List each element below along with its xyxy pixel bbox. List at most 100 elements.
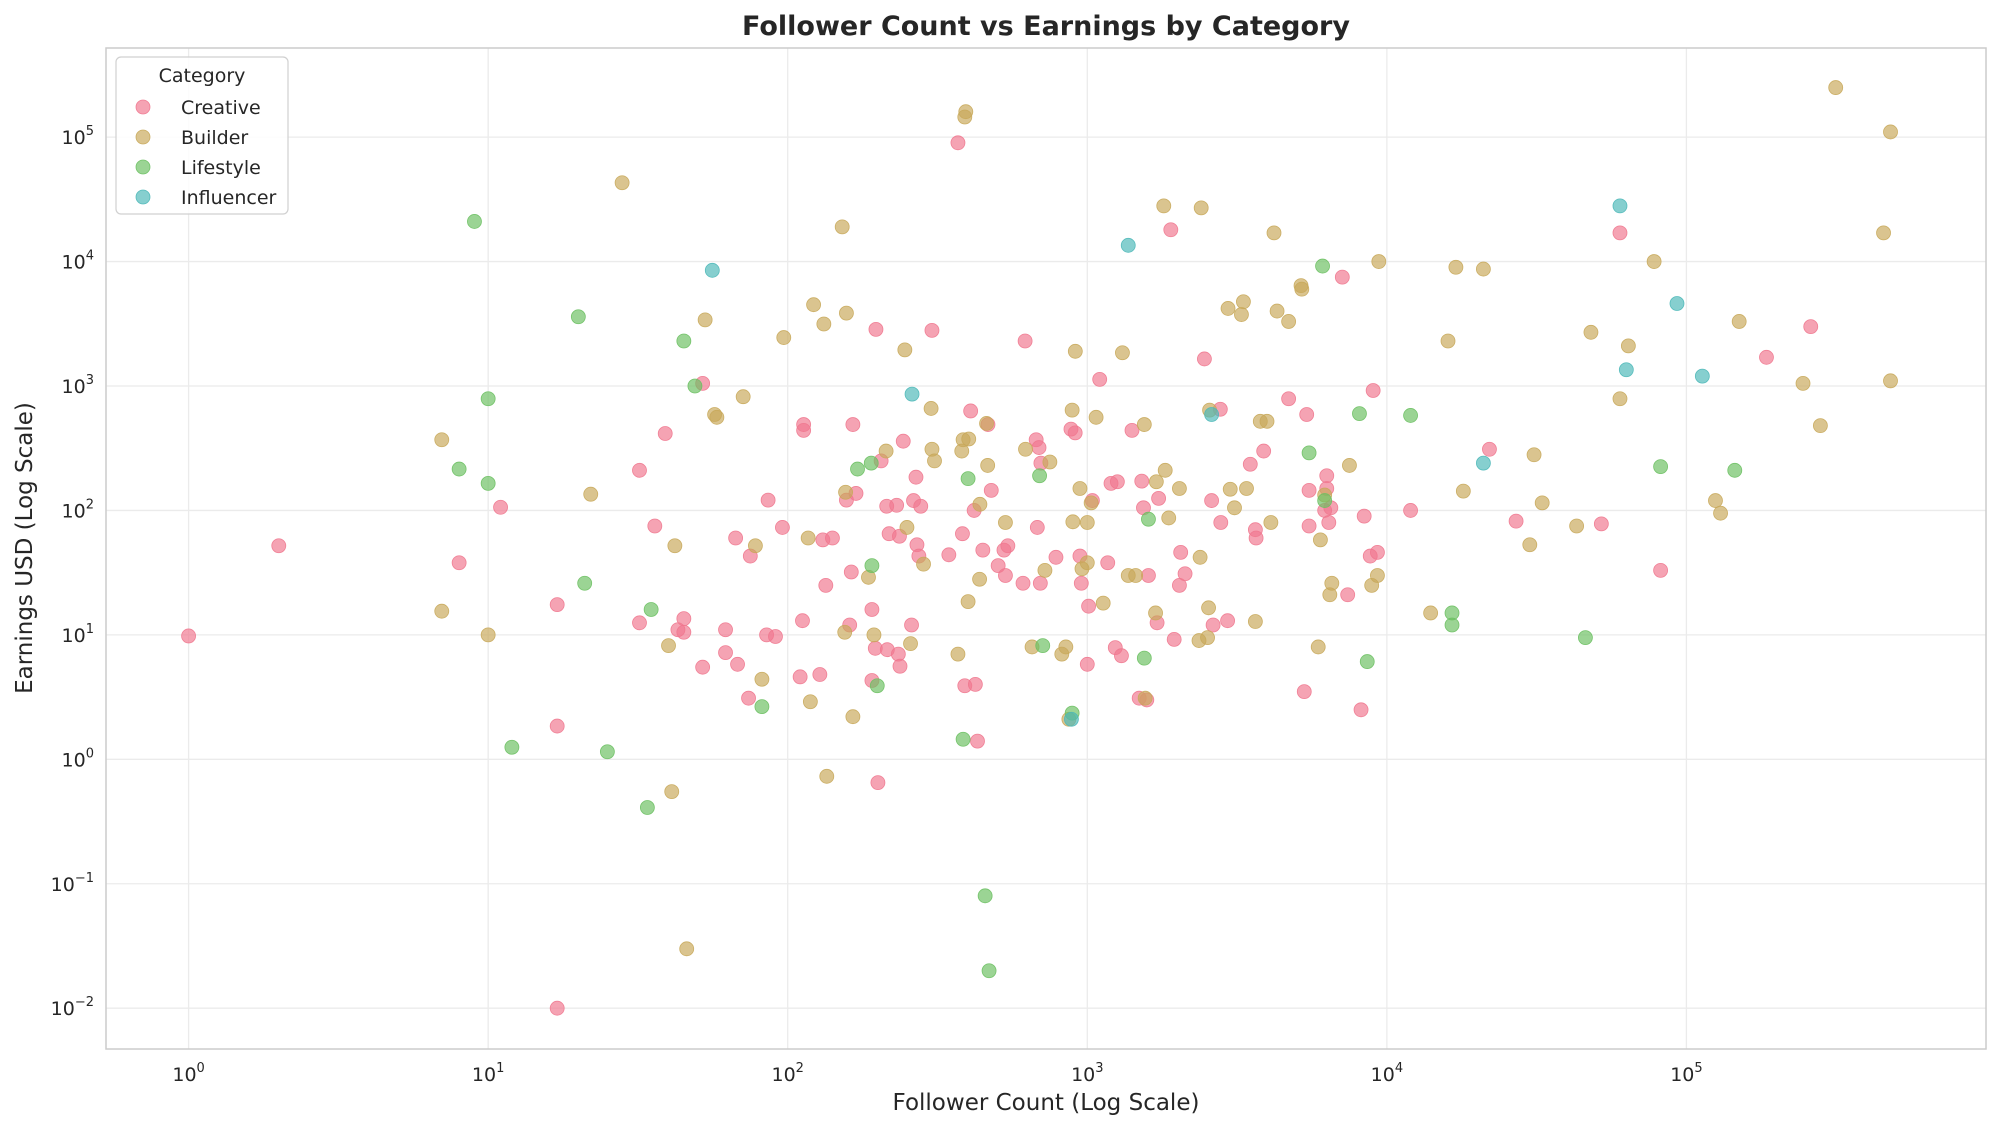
x-axis-label: Follower Count (Log Scale) [893,1090,1200,1116]
y-axis-label: Earnings USD (Log Scale) [12,402,38,694]
lifestyle-point [599,744,615,760]
builder-point [748,538,763,554]
builder-point [1731,314,1747,329]
creative-point [843,564,859,580]
x-tick-label: 103 [1071,1061,1103,1086]
creative-point [1204,493,1220,508]
builder-point [1876,225,1891,241]
builder-point [583,486,599,502]
lifestyle-point [1035,638,1051,653]
lifestyle-point [1578,630,1593,646]
creative-point [1079,656,1095,672]
y-tick-label: 100 [62,746,94,771]
lifestyle-point [1032,468,1047,484]
builder-point [1067,343,1083,359]
lifestyle-point [676,333,692,349]
builder-point [1227,500,1242,516]
builder-point [800,530,816,546]
builder-point [927,453,942,469]
creative-point [1166,631,1182,647]
builder-point [1259,413,1275,429]
builder-point [899,520,915,535]
lifestyle-point [864,558,880,574]
lifestyle-point [1727,462,1743,478]
y-tick-label: 104 [62,249,94,274]
builder-point [1708,493,1723,508]
creative-point [1081,598,1096,614]
builder-point [1156,198,1172,214]
builder-point [1269,303,1285,319]
creative-point [1213,515,1229,530]
lifestyle-point [1317,493,1333,508]
creative-point [728,530,744,546]
x-axis-ticks: 100 101 102 103 104 105 [172,1061,1702,1086]
builder-point [838,484,853,500]
builder-point [1148,605,1163,621]
creative-point [924,322,940,338]
influencer-point [1475,455,1491,471]
builder-point [998,515,1013,530]
builder-point [1294,281,1310,297]
creative-point [941,547,957,563]
builder-point [1222,481,1238,497]
builder-point [1370,568,1385,583]
builder-point [916,556,931,572]
builder-point [679,941,695,957]
creative-point [908,469,924,485]
builder-point [1713,505,1728,521]
creative-point [1301,518,1317,534]
builder-point [1192,549,1208,565]
creative-point [1015,575,1031,591]
builder-point [1018,441,1033,457]
creative-point [271,538,287,554]
legend-title: Category [159,65,246,87]
builder-point [434,432,450,448]
builder-point [1095,595,1111,611]
builder-point [1058,639,1074,655]
creative-point [1141,568,1156,583]
influencer-point [1064,711,1079,727]
builder-point [1440,333,1456,349]
builder-point [845,709,861,725]
creative-point [1299,407,1315,422]
influencer-point [1612,198,1628,214]
creative-point [796,422,812,438]
creative-point [718,645,733,661]
builder-point [980,458,996,473]
builder-point [1079,555,1095,571]
builder-point [1475,261,1491,277]
builder-point [1115,345,1130,361]
creative-point [1134,473,1150,489]
builder-point [837,624,853,640]
creative-point [895,433,911,449]
creative-point [718,622,733,638]
creative-point [795,613,810,629]
creative-point [1067,425,1083,441]
builder-point [1310,639,1326,655]
creative-point [775,520,790,535]
creative-point [647,518,663,534]
creative-point [493,499,508,515]
lifestyle-point [1444,617,1460,633]
lifestyle-point [1653,459,1669,475]
creative-point [730,656,745,672]
data-points [181,80,1898,1016]
lifestyle-point [977,888,993,904]
y-tick-label: 10−1 [51,871,94,896]
x-tick-label: 101 [472,1061,504,1086]
creative-point [632,462,647,478]
builder-point [1324,575,1340,591]
builder-point [1137,690,1153,706]
legend-marker-lifestyle [135,159,151,175]
creative-point [632,615,647,631]
creative-point [1296,684,1312,700]
builder-point [1193,200,1209,216]
builder-point [819,768,835,784]
creative-point [955,526,970,542]
legend-marker-builder [135,129,151,145]
creative-point [1612,225,1628,241]
builder-point [754,671,770,687]
builder-point [1883,124,1898,140]
creative-point [1340,587,1356,603]
